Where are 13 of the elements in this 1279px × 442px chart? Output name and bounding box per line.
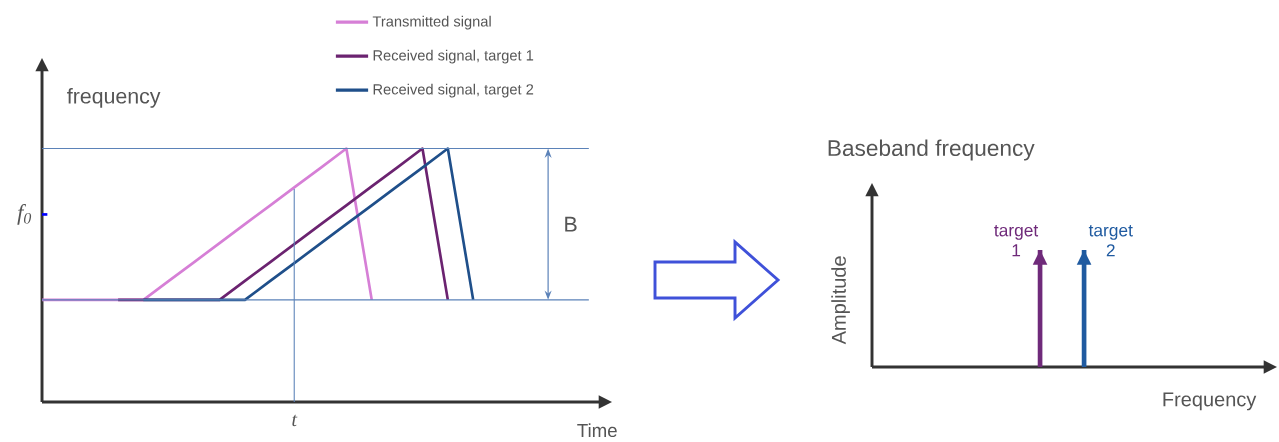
text: t <box>292 414 298 427</box>
legend-label: Received signal, target 1 <box>373 49 534 64</box>
text: f$_{0}$ <box>17 204 32 225</box>
chart-title: Baseband frequency <box>828 139 1035 161</box>
x-axis-title: Frequency <box>1163 392 1257 411</box>
x-tick-label: target 2 <box>1088 225 1133 257</box>
y-axis-title: frequency <box>67 87 161 108</box>
x-tick-label: target 1 <box>994 225 1039 257</box>
legend-label: Transmitted signal <box>372 15 491 30</box>
legend-label: Received signal, target 2 <box>373 83 534 98</box>
x-axis-title: Time <box>577 423 617 438</box>
y-axis-title: Amplitude <box>831 256 850 345</box>
annotation: B <box>565 216 577 232</box>
